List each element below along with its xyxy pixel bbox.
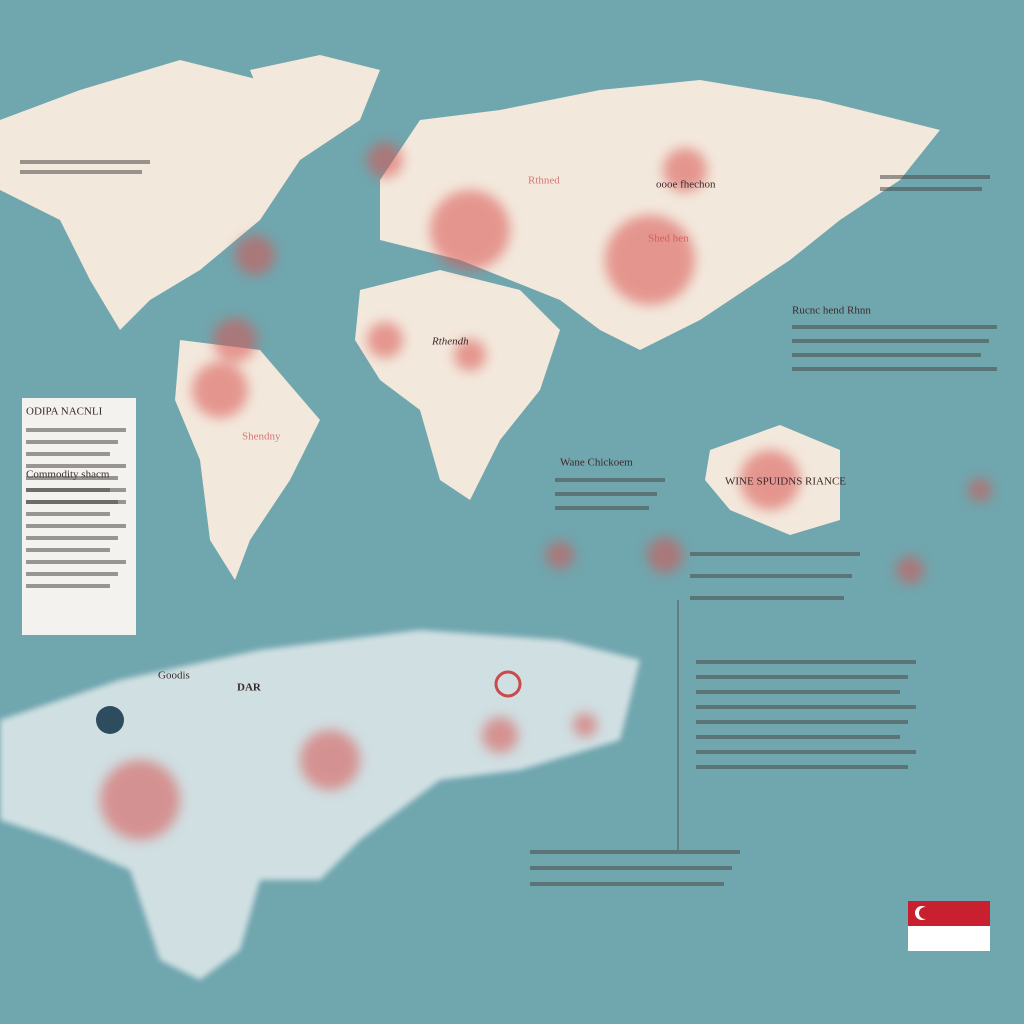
text-line bbox=[26, 536, 118, 540]
text-line bbox=[26, 452, 110, 456]
lower-map bbox=[0, 630, 640, 980]
text-line bbox=[696, 720, 908, 724]
info-panel bbox=[22, 398, 136, 635]
label: Rucnc hend Rhnn bbox=[792, 305, 871, 317]
text-line bbox=[26, 488, 126, 492]
text-line bbox=[555, 492, 657, 496]
continents bbox=[0, 55, 940, 580]
label: Rthendh bbox=[431, 336, 469, 348]
text-line bbox=[880, 175, 990, 179]
text-line bbox=[26, 512, 110, 516]
label: Shendny bbox=[242, 431, 281, 443]
text-line bbox=[26, 500, 118, 504]
text-line bbox=[26, 572, 118, 576]
text-line bbox=[696, 705, 916, 709]
text-line bbox=[880, 187, 982, 191]
text-line bbox=[530, 882, 724, 886]
north-america bbox=[0, 60, 300, 330]
text-line bbox=[555, 506, 649, 510]
text-line bbox=[555, 478, 665, 482]
text-line bbox=[696, 675, 908, 679]
text-line bbox=[792, 339, 989, 343]
red-highlights bbox=[100, 142, 992, 840]
text-line bbox=[696, 690, 900, 694]
label: oooe fhechon bbox=[656, 179, 716, 191]
africa bbox=[355, 270, 560, 500]
text-line bbox=[26, 464, 126, 468]
text-line bbox=[26, 524, 126, 528]
eurasia bbox=[380, 80, 940, 350]
label: Shed hen bbox=[648, 233, 689, 245]
text-line bbox=[690, 574, 852, 578]
marker bbox=[96, 706, 124, 734]
text-line bbox=[696, 765, 908, 769]
text-line bbox=[696, 660, 916, 664]
place-labels: Shendny Rthendh oooe fhechon Goodis DAR … bbox=[158, 175, 871, 694]
text-lines bbox=[20, 160, 997, 886]
text-line bbox=[20, 160, 150, 164]
text-line bbox=[792, 367, 997, 371]
text-line bbox=[26, 548, 110, 552]
text-line bbox=[690, 552, 860, 556]
label: Wane Chickoem bbox=[560, 457, 633, 469]
label: Rthned bbox=[528, 175, 560, 187]
label: WINE SPUIDNS RIANCE bbox=[725, 476, 846, 488]
text-line bbox=[792, 353, 981, 357]
text-line bbox=[530, 866, 732, 870]
text-line bbox=[26, 440, 118, 444]
label: DAR bbox=[237, 682, 262, 694]
label: Goodis bbox=[158, 670, 190, 682]
marker bbox=[494, 670, 522, 698]
text-line bbox=[26, 428, 126, 432]
text-line bbox=[696, 735, 900, 739]
text-line bbox=[26, 584, 110, 588]
panel-title: ODIPA NACNLI bbox=[26, 406, 103, 418]
text-line bbox=[530, 850, 740, 854]
greenland bbox=[250, 55, 380, 160]
text-line bbox=[792, 325, 997, 329]
text-line bbox=[26, 560, 126, 564]
text-line bbox=[26, 476, 118, 480]
text-line bbox=[20, 170, 142, 174]
text-line bbox=[690, 596, 844, 600]
flag bbox=[908, 901, 990, 951]
text-line bbox=[696, 750, 916, 754]
